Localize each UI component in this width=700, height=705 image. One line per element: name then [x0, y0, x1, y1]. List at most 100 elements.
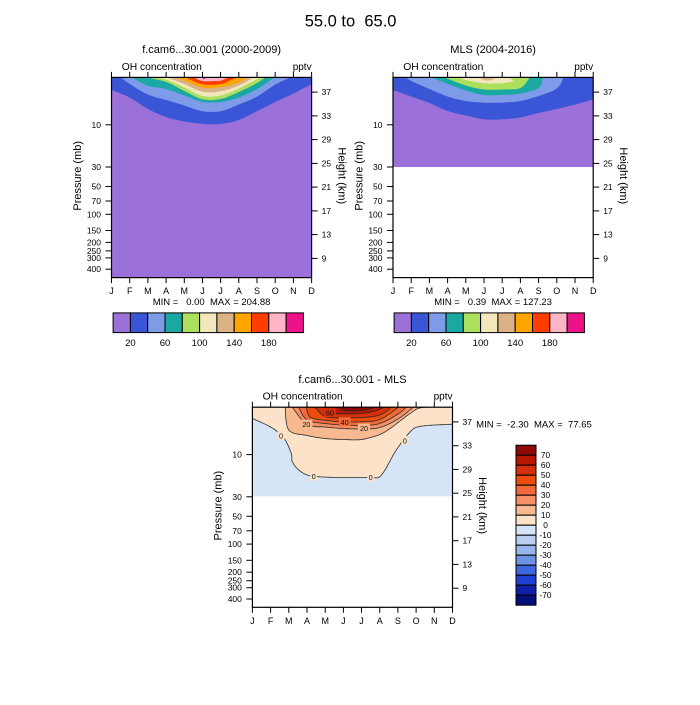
- svg-text:25: 25: [603, 158, 613, 168]
- svg-text:33: 33: [322, 111, 332, 121]
- svg-text:MIN = -2.30 MAX = 77.65: MIN = -2.30 MAX = 77.65: [476, 420, 592, 431]
- svg-text:M: M: [181, 286, 189, 296]
- svg-text:50: 50: [373, 182, 383, 192]
- svg-text:60: 60: [160, 338, 171, 349]
- svg-text:300: 300: [228, 583, 242, 593]
- svg-text:29: 29: [463, 464, 473, 474]
- svg-text:20: 20: [302, 420, 310, 429]
- svg-text:D: D: [308, 286, 315, 296]
- svg-text:9: 9: [603, 253, 608, 263]
- svg-text:D: D: [590, 286, 597, 296]
- svg-text:150: 150: [228, 555, 242, 565]
- svg-text:29: 29: [322, 135, 332, 145]
- svg-text:21: 21: [322, 182, 332, 192]
- svg-text:10: 10: [92, 120, 102, 130]
- svg-text:37: 37: [322, 87, 332, 97]
- svg-text:20: 20: [360, 424, 368, 433]
- svg-text:70: 70: [232, 526, 242, 536]
- svg-text:J: J: [391, 286, 396, 296]
- svg-text:-20: -20: [540, 540, 552, 550]
- svg-text:f.cam6...30.001 (2000-2009): f.cam6...30.001 (2000-2009): [142, 44, 281, 56]
- svg-text:70: 70: [92, 196, 102, 206]
- svg-text:400: 400: [87, 264, 101, 274]
- svg-text:9: 9: [322, 253, 327, 263]
- svg-text:OH concentration: OH concentration: [403, 62, 483, 73]
- svg-text:50: 50: [541, 470, 551, 480]
- svg-text:0: 0: [403, 436, 407, 445]
- svg-text:13: 13: [463, 559, 473, 569]
- svg-text:33: 33: [603, 111, 613, 121]
- svg-text:0: 0: [312, 472, 316, 481]
- svg-text:20: 20: [541, 500, 551, 510]
- svg-text:f.cam6...30.001 - MLS: f.cam6...30.001 - MLS: [298, 374, 406, 386]
- svg-text:S: S: [395, 616, 401, 626]
- svg-text:37: 37: [463, 417, 473, 427]
- svg-text:J: J: [482, 286, 487, 296]
- svg-text:33: 33: [463, 441, 473, 451]
- svg-text:17: 17: [603, 206, 613, 216]
- svg-text:J: J: [500, 286, 505, 296]
- svg-text:40: 40: [341, 418, 349, 427]
- svg-text:Height (km): Height (km): [476, 477, 488, 534]
- svg-text:400: 400: [228, 594, 242, 604]
- svg-text:300: 300: [87, 253, 101, 263]
- svg-text:Pressure (mb): Pressure (mb): [213, 471, 225, 541]
- svg-text:O: O: [413, 616, 420, 626]
- svg-text:50: 50: [232, 511, 242, 521]
- svg-text:250: 250: [368, 246, 382, 256]
- svg-text:MLS (2004-2016): MLS (2004-2016): [450, 44, 536, 56]
- svg-text:Pressure (mb): Pressure (mb): [72, 141, 84, 211]
- svg-text:21: 21: [463, 512, 473, 522]
- svg-text:200: 200: [228, 567, 242, 577]
- svg-text:100: 100: [87, 209, 101, 219]
- svg-text:13: 13: [603, 230, 613, 240]
- svg-text:pptv: pptv: [434, 392, 453, 403]
- svg-text:A: A: [445, 286, 451, 296]
- svg-text:F: F: [268, 616, 274, 626]
- svg-text:A: A: [377, 616, 383, 626]
- svg-text:MIN = 0.00 MAX = 204.88: MIN = 0.00 MAX = 204.88: [153, 297, 271, 308]
- svg-text:J: J: [359, 616, 364, 626]
- svg-text:M: M: [426, 286, 434, 296]
- svg-text:J: J: [109, 286, 114, 296]
- svg-text:0: 0: [279, 431, 283, 440]
- svg-text:180: 180: [261, 338, 277, 349]
- svg-text:20: 20: [406, 338, 417, 349]
- svg-text:60: 60: [326, 409, 334, 418]
- svg-text:M: M: [285, 616, 293, 626]
- svg-text:25: 25: [463, 488, 473, 498]
- svg-text:29: 29: [603, 135, 613, 145]
- svg-text:10: 10: [232, 450, 242, 460]
- svg-text:S: S: [254, 286, 260, 296]
- svg-text:A: A: [236, 286, 242, 296]
- svg-text:0: 0: [369, 473, 373, 482]
- svg-text:25: 25: [322, 158, 332, 168]
- svg-text:30: 30: [232, 492, 242, 502]
- svg-text:OH concentration: OH concentration: [263, 392, 343, 403]
- svg-text:140: 140: [507, 338, 523, 349]
- svg-text:N: N: [572, 286, 579, 296]
- svg-text:M: M: [462, 286, 470, 296]
- svg-text:N: N: [290, 286, 297, 296]
- svg-text:-10: -10: [540, 530, 552, 540]
- svg-text:17: 17: [322, 206, 332, 216]
- svg-text:55.0 to 65.0: 55.0 to 65.0: [305, 13, 397, 31]
- svg-text:F: F: [408, 286, 414, 296]
- svg-text:100: 100: [368, 209, 382, 219]
- svg-text:Height (km): Height (km): [335, 147, 347, 204]
- svg-text:100: 100: [192, 338, 208, 349]
- svg-text:50: 50: [92, 182, 102, 192]
- svg-text:pptv: pptv: [293, 62, 312, 73]
- svg-text:200: 200: [368, 237, 382, 247]
- svg-text:-50: -50: [540, 570, 552, 580]
- svg-text:0: 0: [543, 520, 548, 530]
- svg-text:-70: -70: [540, 590, 552, 600]
- svg-text:200: 200: [87, 237, 101, 247]
- svg-text:20: 20: [125, 338, 136, 349]
- svg-text:J: J: [250, 616, 255, 626]
- svg-text:150: 150: [368, 226, 382, 236]
- svg-text:21: 21: [603, 182, 613, 192]
- svg-text:300: 300: [368, 253, 382, 263]
- svg-text:70: 70: [541, 450, 551, 460]
- svg-text:-40: -40: [540, 560, 552, 570]
